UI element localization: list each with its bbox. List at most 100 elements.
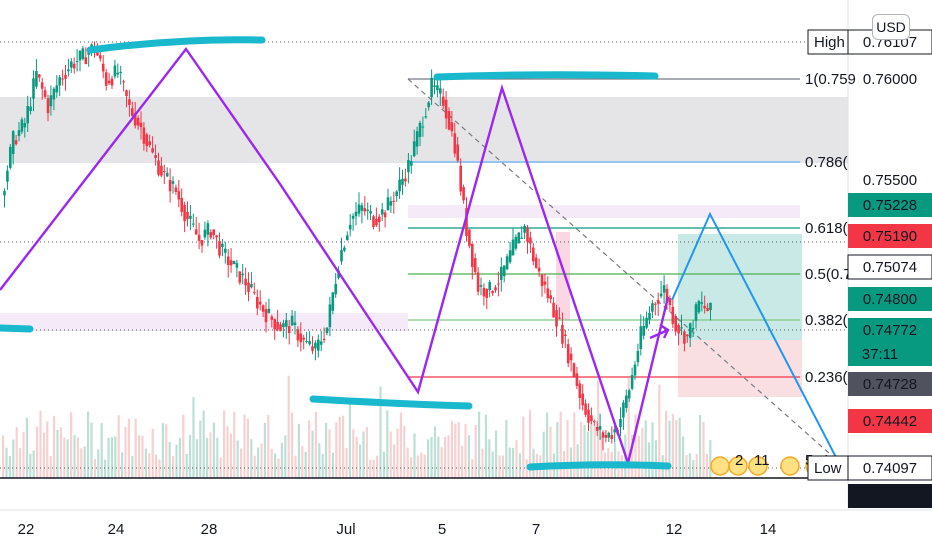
- candle-body: [55, 85, 59, 93]
- candle-body: [148, 141, 151, 146]
- candle-body: [593, 421, 596, 423]
- volume-bar: [90, 422, 93, 478]
- candle-body: [35, 71, 38, 87]
- volume-bar: [576, 444, 579, 478]
- candle-body: [418, 122, 422, 137]
- candle-body: [697, 301, 701, 313]
- candle-body: [72, 63, 76, 69]
- currency-button[interactable]: USD: [872, 14, 910, 40]
- candle-body: [296, 329, 300, 341]
- candle-body: [590, 415, 593, 422]
- volume-bar: [175, 444, 178, 478]
- candle-body: [529, 237, 532, 244]
- candle-body: [639, 326, 643, 349]
- candle-body: [401, 178, 404, 185]
- volume-bar: [675, 420, 678, 478]
- volume-bar: [314, 411, 317, 478]
- candle-body: [656, 300, 660, 304]
- candle-body: [598, 426, 602, 430]
- candle-body: [26, 106, 29, 124]
- candle-body: [238, 271, 242, 283]
- candle-body: [584, 403, 587, 415]
- volume-bar: [359, 444, 362, 478]
- candle-body: [247, 282, 250, 292]
- volume-bar: [70, 412, 73, 478]
- volume-bar: [178, 438, 181, 478]
- candle-body: [410, 161, 413, 166]
- volume-bar: [444, 437, 447, 478]
- price-tag-box: [848, 193, 932, 217]
- volume-bar: [396, 428, 399, 478]
- candle-body: [534, 257, 538, 268]
- candle-body: [517, 232, 521, 244]
- volume-bar: [233, 412, 236, 478]
- volume-bar: [369, 460, 372, 478]
- candle-body: [389, 201, 393, 206]
- candle-body: [447, 111, 451, 130]
- candle-body: [610, 435, 614, 439]
- candle-body: [607, 432, 611, 438]
- volume-bar: [386, 410, 389, 478]
- volume-bar: [138, 435, 141, 478]
- volume-bar: [342, 415, 345, 478]
- candle-body: [569, 353, 573, 361]
- candle-body: [686, 334, 689, 337]
- candle-body: [241, 273, 244, 276]
- candle-body: [561, 325, 564, 344]
- candle-body: [651, 303, 654, 312]
- candle-body: [322, 338, 326, 340]
- volume-bar: [297, 423, 300, 478]
- candle-body: [601, 432, 605, 438]
- candle-body: [113, 65, 117, 77]
- candle-body: [436, 85, 439, 91]
- volume-bar: [501, 455, 504, 478]
- candle-body: [314, 342, 317, 349]
- volume-bar: [586, 431, 589, 478]
- volume-bar: [454, 423, 457, 478]
- volume-bar: [671, 414, 674, 478]
- volume-bar: [49, 456, 52, 478]
- candle-body: [683, 331, 686, 344]
- candle-body: [502, 265, 506, 277]
- volume-bar: [209, 432, 212, 478]
- candle-body: [253, 292, 256, 294]
- volume-bar: [376, 455, 379, 478]
- volume-bar: [294, 455, 297, 478]
- candle-body: [363, 208, 367, 212]
- candle-body: [613, 429, 616, 433]
- candle-body: [505, 256, 509, 270]
- volume-bar: [505, 419, 508, 478]
- candle-body: [139, 122, 143, 128]
- fib-level-label: 0.786(: [805, 154, 848, 171]
- candle-body: [511, 239, 515, 256]
- candle-body: [221, 243, 224, 247]
- volume-bar: [270, 448, 273, 478]
- x-tick-label: 14: [760, 521, 777, 538]
- candle-body: [250, 284, 253, 288]
- volume-bar: [522, 416, 525, 478]
- candle-body: [61, 78, 64, 80]
- candle-body: [421, 126, 425, 128]
- volume-bar: [257, 447, 260, 478]
- candle-body: [131, 108, 134, 116]
- candle-body: [107, 80, 111, 84]
- candle-body: [575, 373, 579, 386]
- volume-bar: [243, 414, 246, 478]
- price-tag-label-box: [807, 455, 849, 481]
- price-tag-box: [848, 224, 932, 248]
- volume-bar: [393, 444, 396, 478]
- volume-bar: [682, 436, 685, 478]
- candle-body: [665, 288, 669, 303]
- candle-body: [264, 309, 268, 323]
- candle-body: [453, 133, 457, 154]
- candle-body: [212, 229, 215, 236]
- candle-body: [258, 301, 262, 305]
- price-tag-box: [848, 372, 932, 396]
- fib-trend-line: [407, 78, 849, 471]
- fib-level-label: 0.236(: [805, 369, 848, 386]
- volume-bar: [403, 425, 406, 478]
- volume-bar: [467, 435, 470, 478]
- volume-bar: [127, 418, 130, 478]
- event-badge-count: 11: [754, 452, 770, 469]
